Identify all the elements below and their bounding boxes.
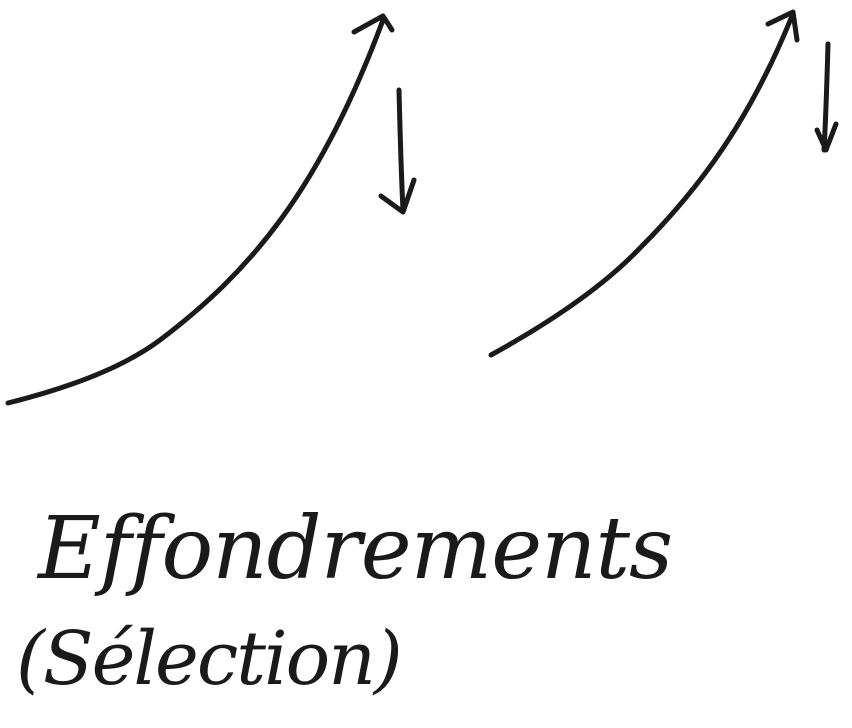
sketch-left <box>5 13 417 406</box>
curve-arrowhead-icon <box>765 9 800 43</box>
rising-curve-arrow-icon <box>488 13 795 358</box>
down-arrow-icon <box>814 41 839 153</box>
caption-line1: Effondrements <box>36 499 672 599</box>
down-arrow-icon <box>378 87 417 215</box>
caption-line2: (Sélection) <box>16 616 401 702</box>
sketch-right <box>488 9 839 358</box>
curve-arrowhead-icon <box>351 13 395 35</box>
rising-curve-arrow-icon <box>5 17 386 406</box>
